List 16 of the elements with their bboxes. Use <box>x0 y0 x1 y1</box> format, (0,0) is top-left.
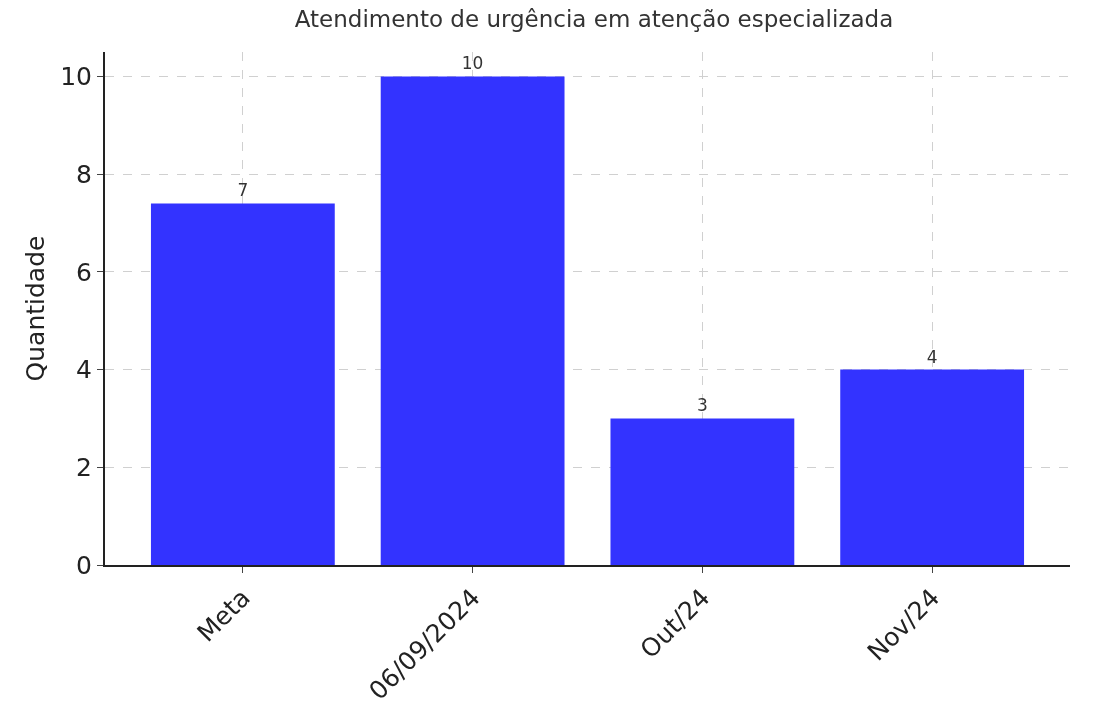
data-label: 3 <box>696 395 708 416</box>
data-label: 10 <box>461 53 484 74</box>
y-tick-label: 6 <box>76 257 92 287</box>
bar <box>610 418 795 565</box>
bar <box>840 369 1025 565</box>
data-label: 4 <box>926 346 938 367</box>
bar <box>150 203 335 565</box>
y-tick-label: 0 <box>76 550 92 580</box>
chart-title: Atendimento de urgência em atenção especializada <box>294 5 894 32</box>
y-tick-label: 8 <box>76 159 92 189</box>
y-tick-label: 10 <box>60 62 92 92</box>
y-axis-title: Quantidade <box>21 235 50 382</box>
y-tick-label: 2 <box>76 453 92 483</box>
y-tick-label: 4 <box>76 355 92 385</box>
bar <box>380 76 565 565</box>
data-label: 7 <box>237 180 249 201</box>
